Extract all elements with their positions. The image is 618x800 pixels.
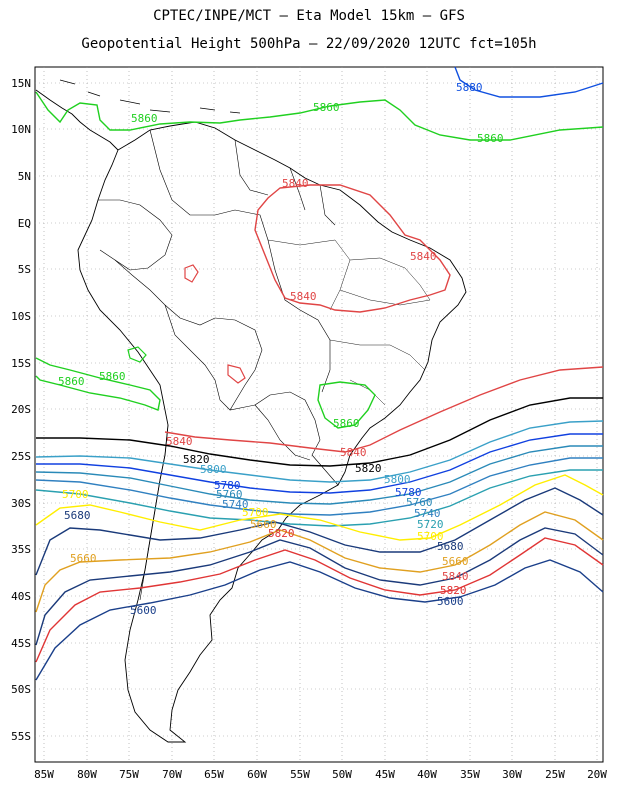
lon-label: 55W: [290, 768, 310, 781]
state-borders: [267, 239, 431, 406]
label-5700-b: 5700: [242, 506, 269, 519]
lon-label: 75W: [119, 768, 139, 781]
lon-label: 50W: [332, 768, 352, 781]
contour-5740: [35, 457, 603, 516]
lat-label: 30S: [11, 497, 31, 510]
lon-label: 65W: [204, 768, 224, 781]
contour-5660: [35, 511, 604, 613]
label-5820-c: 5820: [440, 584, 467, 597]
map-title-line1: CPTEC/INPE/MCT – Eta Model 15km – GFS: [153, 8, 465, 24]
label-5680-b: 5680: [437, 540, 464, 553]
lon-tick-labels: 85W 80W 75W 70W 65W 60W 55W 50W 45W 40W …: [34, 768, 607, 781]
label-5880: 5880: [456, 81, 483, 94]
label-5840-a: 5840: [282, 177, 309, 190]
label-5680-a: 5680: [64, 509, 91, 522]
lon-label: 40W: [417, 768, 437, 781]
label-5600-a: 5600: [130, 604, 157, 617]
label-5860-d: 5860: [58, 375, 85, 388]
central-america-coastline: [35, 89, 119, 151]
label-5780-a: 5780: [214, 479, 241, 492]
contour-5800: [35, 420, 604, 483]
lat-label: 40S: [11, 590, 31, 603]
lat-label: 15N: [11, 77, 31, 90]
label-5840-e: 5840: [340, 446, 367, 459]
contour-5860-south-west: [35, 357, 161, 411]
contour-5780: [36, 433, 603, 494]
label-5840-b: 5840: [410, 250, 437, 263]
lat-label: 5S: [18, 263, 31, 276]
label-5700-a: 5700: [62, 488, 89, 501]
lon-label: 60W: [247, 768, 267, 781]
lon-label: 70W: [162, 768, 182, 781]
lat-gridlines: [35, 82, 603, 737]
lon-label: 35W: [460, 768, 480, 781]
label-5740-b: 5740: [414, 507, 441, 520]
lat-label: 25S: [11, 450, 31, 463]
label-5760-a: 5760: [216, 488, 243, 501]
lon-label: 80W: [77, 768, 97, 781]
label-5840-d: 5840: [166, 435, 193, 448]
label-5780-b: 5780: [395, 486, 422, 499]
lat-tick-labels: 15N 10N 5N EQ 5S 10S 15S 20S 25S 30S 35S…: [11, 77, 31, 743]
lat-label: 50S: [11, 683, 31, 696]
label-5820-a: 5820: [183, 453, 210, 466]
label-5760-b: 5760: [406, 496, 433, 509]
lat-label: 45S: [11, 637, 31, 650]
label-5740-a: 5740: [222, 498, 249, 511]
label-5800-b: 5800: [384, 473, 411, 486]
label-5860-b: 5860: [313, 101, 340, 114]
label-5660-c: 5660: [442, 555, 469, 568]
lat-label: 10N: [11, 123, 31, 136]
contour-5840-small-2: [227, 364, 246, 384]
contour-5860-north: [35, 91, 604, 141]
contour-5600: [35, 559, 604, 681]
lat-label: 35S: [11, 543, 31, 556]
label-5720-a: 5720: [417, 518, 444, 531]
label-5860-f: 5860: [333, 417, 360, 430]
lat-label: 5N: [18, 170, 31, 183]
contour-5820: [36, 397, 603, 467]
label-5660-b: 5660: [250, 518, 277, 531]
contour-5700: [35, 474, 604, 541]
contour-5840-small-1: [184, 264, 199, 283]
contour-5680: [35, 487, 604, 576]
lon-label: 20W: [587, 768, 607, 781]
map-frame: [34, 66, 604, 763]
label-5840-f: 5840: [442, 570, 469, 583]
contour-5720: [35, 469, 603, 527]
lon-label: 30W: [502, 768, 522, 781]
label-5860-e: 5860: [99, 370, 126, 383]
contour-5860-small: [127, 346, 147, 363]
lon-label: 85W: [34, 768, 54, 781]
label-5800-a: 5800: [200, 463, 227, 476]
lon-label: 25W: [545, 768, 565, 781]
map-title-line2: Geopotential Height 500hPa – 22/09/2020 …: [81, 36, 537, 52]
label-5700-c: 5700: [417, 530, 444, 543]
contour-5620: [35, 537, 604, 663]
lon-gridlines: [43, 67, 598, 762]
contour-5840-wave: [164, 366, 604, 453]
contour-5760: [35, 445, 603, 505]
label-5860-a: 5860: [131, 112, 158, 125]
contour-5840-north: [254, 184, 451, 313]
label-5820-b: 5820: [355, 462, 382, 475]
lat-label: 20S: [11, 403, 31, 416]
lat-label: EQ: [18, 217, 31, 230]
label-5660-a: 5660: [70, 552, 97, 565]
caribbean-islands: [59, 79, 241, 114]
contour-5880: [454, 66, 604, 98]
contour-5860-closed: [317, 381, 376, 429]
south-america-coastline: [77, 121, 467, 743]
label-5860-c: 5860: [477, 132, 504, 145]
lat-label: 55S: [11, 730, 31, 743]
contour-5640: [35, 527, 604, 646]
label-5820-d: 5820: [268, 527, 295, 540]
contour-labels: 5880 5860 5860 5860 5860 5860 5860 5840 …: [58, 81, 504, 617]
lat-label: 10S: [11, 310, 31, 323]
lat-label: 15S: [11, 357, 31, 370]
label-5600-b: 5600: [437, 595, 464, 608]
label-5840-c: 5840: [290, 290, 317, 303]
lon-label: 45W: [375, 768, 395, 781]
